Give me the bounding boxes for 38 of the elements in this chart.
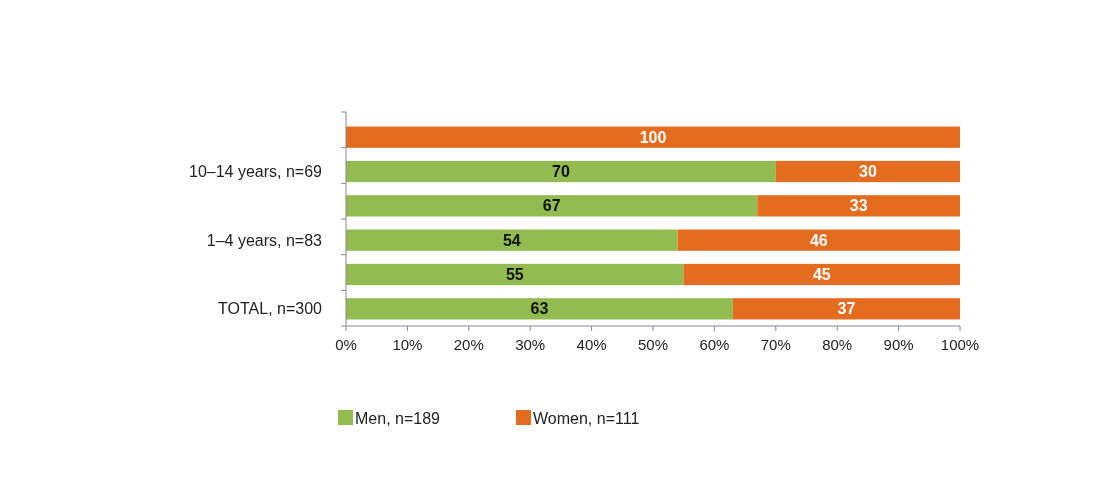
data-label: 54 bbox=[502, 231, 521, 249]
data-label: 55 bbox=[505, 266, 524, 284]
x-tick-label: 100% bbox=[940, 336, 980, 353]
bar bbox=[757, 195, 960, 217]
data-label: 30 bbox=[859, 163, 877, 181]
legend-label: Women, n=111 bbox=[533, 410, 640, 427]
data-label: 45 bbox=[812, 266, 831, 284]
bar bbox=[732, 298, 960, 320]
data-label: 46 bbox=[809, 231, 828, 249]
x-tick-label: 30% bbox=[515, 336, 546, 353]
y-tick-label: 10–14 years, n=69 bbox=[189, 163, 323, 181]
x-tick-label: 50% bbox=[637, 336, 669, 353]
x-tick-label: 10% bbox=[392, 336, 423, 353]
x-tick-label: 40% bbox=[576, 336, 607, 353]
bar bbox=[346, 195, 758, 217]
x-tick-label: 90% bbox=[883, 336, 914, 353]
data-label: 70 bbox=[552, 163, 570, 181]
data-label: 100 bbox=[639, 128, 667, 146]
y-tick-label: TOTAL, n=300 bbox=[218, 300, 323, 318]
x-tick-label: 80% bbox=[822, 336, 853, 353]
y-tick-label: 1–4 years, n=83 bbox=[206, 231, 323, 249]
bar bbox=[683, 263, 960, 286]
data-label: 33 bbox=[849, 197, 868, 215]
bar bbox=[677, 229, 960, 251]
legend-label: Men, n=189 bbox=[355, 410, 441, 427]
x-tick-label: 60% bbox=[699, 336, 730, 353]
x-tick-label: 0% bbox=[335, 336, 357, 353]
x-tick-label: 20% bbox=[453, 336, 484, 353]
bar bbox=[775, 160, 960, 183]
data-label: 67 bbox=[542, 197, 561, 215]
bar bbox=[346, 126, 960, 148]
bar bbox=[346, 160, 776, 183]
x-tick-label: 70% bbox=[760, 336, 791, 353]
bar bbox=[346, 229, 678, 251]
data-label: 63 bbox=[530, 300, 549, 318]
bar bbox=[346, 298, 733, 320]
data-label: 37 bbox=[837, 300, 856, 318]
bar bbox=[346, 263, 684, 286]
